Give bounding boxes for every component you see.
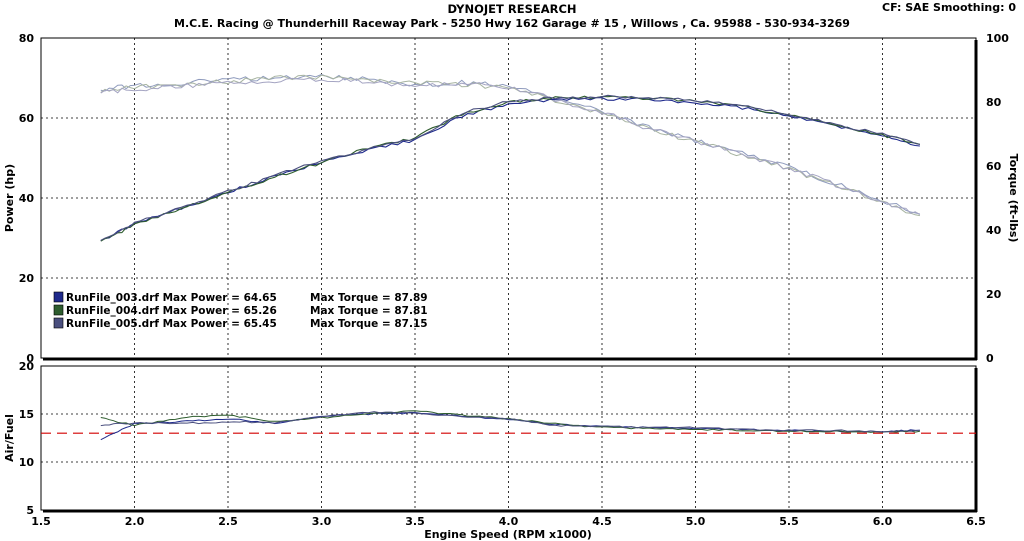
power-tick-label: 80 (19, 32, 35, 45)
power-tick-label: 20 (19, 272, 35, 285)
x-axis-label: Engine Speed (RPM x1000) (424, 528, 592, 541)
legend-torque-label: Max Torque = 87.81 (310, 305, 428, 317)
torque-curve (100, 73, 921, 215)
torque-tick-label: 40 (986, 224, 1002, 237)
airfuel-curve (100, 410, 920, 433)
x-tick-label: 5.5 (779, 515, 799, 528)
shop-info: M.C.E. Racing @ Thunderhill Raceway Park… (174, 17, 850, 30)
legend-torque-label: Max Torque = 87.15 (310, 318, 428, 330)
legend-swatch (53, 291, 64, 303)
airfuel-tick-label: 5 (26, 504, 34, 517)
airfuel-tick-label: 10 (19, 456, 35, 469)
torque-tick-label: 20 (986, 288, 1002, 301)
torque-tick-label: 80 (986, 96, 1002, 109)
x-tick-label: 2.0 (125, 515, 145, 528)
x-ticks: 1.5 2.0 2.5 3.0 3.5 4.0 4.5 5.0 5.5 6.0 6.5 (31, 515, 986, 528)
x-tick-label: 4.5 (592, 515, 612, 528)
torque-tick-label: 0 (986, 352, 994, 365)
correction-info: CF: SAE Smoothing: 0 (882, 1, 1016, 14)
airfuel-grid (41, 366, 976, 510)
airfuel-curve (100, 411, 920, 433)
x-tick-label: 3.0 (312, 515, 332, 528)
legend-run-label: RunFile_005.drf Max Power = 65.45 (66, 318, 277, 330)
power-tick-label: 0 (26, 352, 34, 365)
x-tick-label: 4.0 (499, 515, 519, 528)
chart-title: DYNOJET RESEARCH (447, 2, 577, 16)
torque-y-ticks: 0 20 40 60 80 100 (986, 32, 1009, 365)
airfuel-lines (41, 410, 976, 441)
power-axis-label: Power (hp) (3, 164, 16, 232)
legend-torque-label: Max Torque = 87.89 (310, 292, 428, 304)
torque-curve (100, 74, 920, 217)
x-tick-label: 1.5 (31, 515, 51, 528)
power-torque-lines (100, 73, 921, 242)
power-tick-label: 40 (19, 192, 35, 205)
x-tick-label: 2.5 (218, 515, 238, 528)
x-tick-label: 3.5 (405, 515, 425, 528)
power-grid (41, 38, 976, 358)
legend: RunFile_003.drf Max Power = 64.65 Max Tor… (53, 291, 428, 330)
power-panel: 0 20 40 60 80 0 20 40 60 80 100 Power (hp) Torque… (3, 32, 1020, 365)
airfuel-tick-label: 20 (19, 360, 35, 373)
power-curve (100, 94, 921, 241)
airfuel-y-ticks: 5 10 15 20 (19, 360, 35, 517)
power-y-ticks: 0 20 40 60 80 (19, 32, 35, 365)
power-curve (100, 97, 920, 242)
airfuel-panel: 5 10 15 20 Air/Fuel (3, 360, 978, 517)
legend-swatch (53, 304, 64, 316)
airfuel-tick-label: 15 (19, 408, 34, 421)
x-tick-label: 6.0 (873, 515, 893, 528)
torque-curve (100, 77, 921, 216)
torque-tick-label: 60 (986, 160, 1002, 173)
airfuel-axis-label: Air/Fuel (3, 414, 16, 462)
power-tick-label: 60 (19, 112, 35, 125)
x-tick-label: 6.5 (966, 515, 986, 528)
legend-swatch (53, 317, 64, 329)
legend-run-label: RunFile_004.drf Max Power = 65.26 (66, 305, 277, 317)
torque-tick-label: 100 (986, 32, 1009, 45)
legend-run-label: RunFile_003.drf Max Power = 64.65 (66, 292, 277, 304)
x-tick-label: 5.0 (686, 515, 706, 528)
torque-axis-label: Torque (ft-lbs) (1007, 154, 1020, 243)
